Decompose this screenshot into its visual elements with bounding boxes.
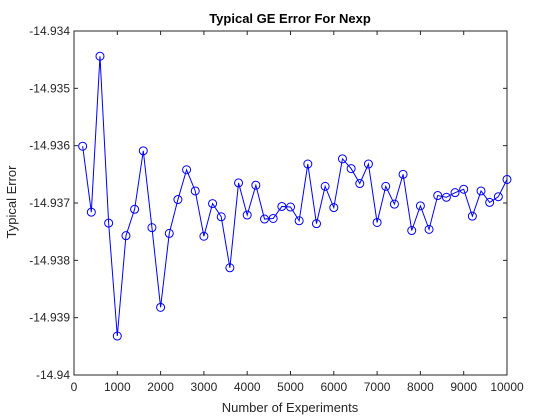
data-point bbox=[190, 186, 200, 196]
x-tick-label: 10000 bbox=[490, 380, 524, 394]
data-point bbox=[381, 181, 391, 191]
data-point bbox=[355, 179, 365, 189]
data-point bbox=[441, 192, 451, 202]
data-point bbox=[86, 207, 96, 217]
y-tick-label: -14.939 bbox=[29, 311, 70, 325]
data-point bbox=[450, 188, 460, 198]
y-tick-label: -14.937 bbox=[29, 196, 70, 210]
x-tick-label: 8000 bbox=[407, 380, 434, 394]
data-point bbox=[78, 141, 88, 151]
data-point bbox=[95, 51, 105, 61]
axes: 0 1000 2000 3000 4000 5000 6000 7000 8000 9000 100… bbox=[29, 24, 524, 394]
y-tick-label: -14.934 bbox=[29, 24, 70, 38]
x-tick-label: 4000 bbox=[234, 380, 261, 394]
series bbox=[78, 51, 512, 341]
data-point bbox=[138, 146, 148, 156]
data-point bbox=[182, 165, 192, 175]
data-point bbox=[363, 159, 373, 169]
data-point bbox=[372, 217, 382, 227]
data-point bbox=[459, 184, 469, 194]
series-line bbox=[82, 56, 508, 337]
data-point bbox=[268, 213, 278, 223]
data-point bbox=[208, 199, 218, 209]
chart-title: Typical GE Error For Nexp bbox=[209, 11, 371, 26]
data-point bbox=[156, 302, 166, 312]
data-point bbox=[346, 164, 356, 174]
data-point bbox=[485, 197, 495, 207]
y-tick-label: -14.938 bbox=[29, 253, 70, 267]
data-point bbox=[320, 181, 330, 191]
data-point bbox=[147, 223, 157, 233]
data-point bbox=[424, 224, 434, 234]
data-point bbox=[225, 263, 235, 273]
x-tick-label: 9000 bbox=[450, 380, 477, 394]
x-tick-label: 5000 bbox=[277, 380, 304, 394]
x-tick-label: 3000 bbox=[191, 380, 218, 394]
data-point bbox=[407, 226, 417, 236]
data-point bbox=[121, 231, 131, 241]
data-point bbox=[216, 212, 226, 222]
data-point bbox=[398, 169, 408, 179]
data-point bbox=[260, 214, 270, 224]
data-point bbox=[389, 199, 399, 209]
data-point bbox=[242, 210, 252, 220]
data-point bbox=[415, 201, 425, 211]
data-point bbox=[234, 178, 244, 188]
x-tick-label: 2000 bbox=[147, 380, 174, 394]
data-point bbox=[164, 228, 174, 238]
data-point bbox=[433, 191, 443, 201]
data-point bbox=[467, 211, 477, 221]
data-point bbox=[173, 195, 183, 205]
data-point bbox=[493, 192, 503, 202]
y-axis-label: Typical Error bbox=[4, 165, 19, 239]
data-point bbox=[502, 174, 512, 184]
x-tick-label: 6000 bbox=[320, 380, 347, 394]
x-tick-label: 0 bbox=[71, 380, 78, 394]
data-point bbox=[329, 203, 339, 213]
data-point bbox=[286, 202, 295, 212]
data-point bbox=[294, 216, 304, 226]
data-point bbox=[112, 331, 122, 341]
data-point bbox=[476, 186, 486, 196]
data-point bbox=[251, 180, 261, 190]
data-point bbox=[311, 219, 321, 229]
data-point bbox=[303, 159, 313, 169]
data-point bbox=[104, 218, 114, 228]
y-tick-label: -14.935 bbox=[29, 81, 70, 95]
data-point bbox=[199, 231, 209, 241]
data-point bbox=[277, 201, 287, 211]
data-point bbox=[337, 154, 347, 164]
y-tick-label: -14.936 bbox=[29, 139, 70, 153]
x-tick-label: 1000 bbox=[104, 380, 131, 394]
y-tick-label: -14.94 bbox=[36, 368, 70, 382]
x-tick-label: 7000 bbox=[364, 380, 391, 394]
x-axis-label: Number of Experiments bbox=[222, 400, 359, 415]
data-point bbox=[130, 204, 140, 214]
